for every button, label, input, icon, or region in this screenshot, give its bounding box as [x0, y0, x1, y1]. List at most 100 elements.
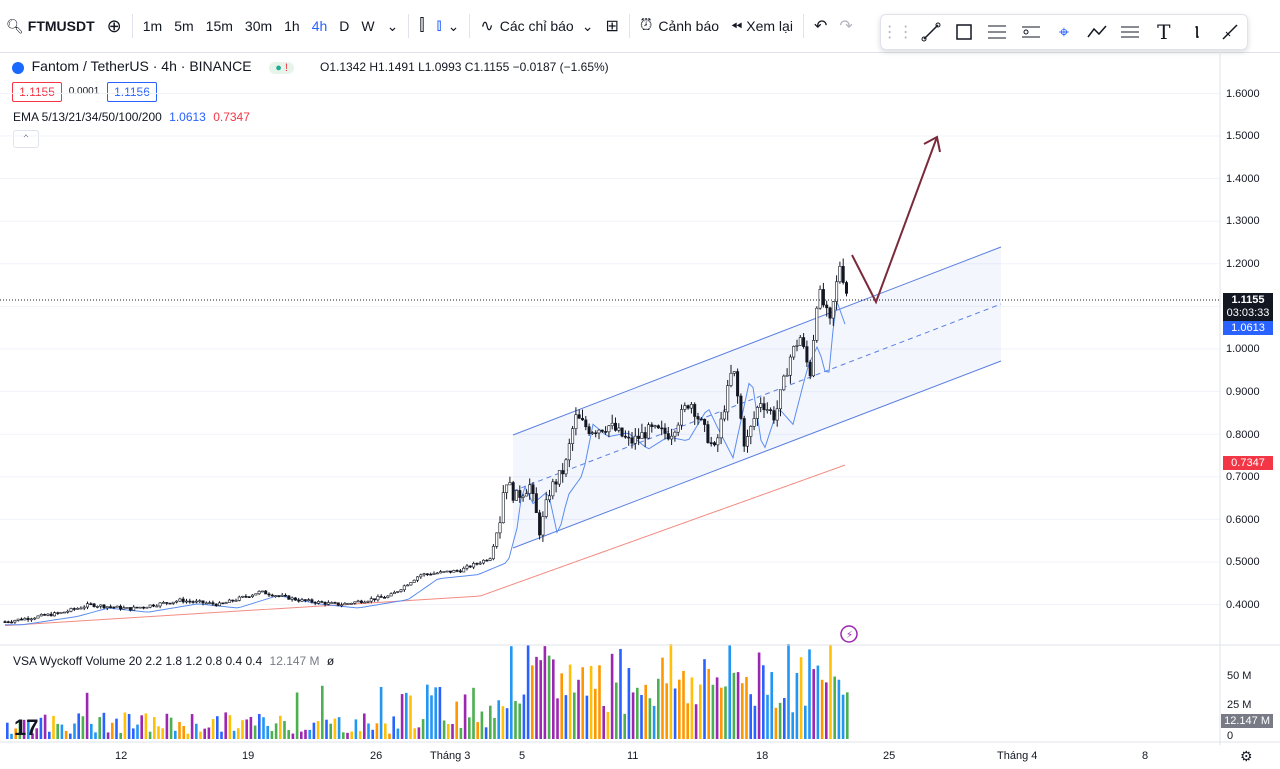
- tf-1m[interactable]: 1m: [142, 18, 163, 34]
- bar-style-button[interactable]: ⫿: [413, 11, 430, 41]
- bid-price[interactable]: 1.1155: [12, 82, 62, 102]
- candle: [241, 595, 245, 598]
- candle: [145, 606, 149, 609]
- candle: [115, 605, 119, 608]
- volume-bar: [426, 684, 429, 739]
- volume-bar: [560, 673, 563, 739]
- compare-button[interactable]: ⊕: [101, 11, 128, 41]
- timeframe-dropdown[interactable]: ⌄: [381, 11, 405, 41]
- symbol-search[interactable]: 🔍︎ FTMUSDT: [0, 11, 101, 41]
- replay-button[interactable]: ⏪︎ Xem lại: [725, 11, 799, 41]
- volume-bar: [543, 646, 547, 739]
- candle: [369, 598, 373, 602]
- candle: [458, 570, 462, 573]
- drag-handle-icon[interactable]: ⋮⋮: [881, 24, 914, 41]
- volume-bar: [736, 672, 740, 739]
- volume-bar: [329, 723, 332, 739]
- tf-5m[interactable]: 5m: [174, 18, 194, 34]
- volume-bar: [400, 694, 404, 739]
- volume-bar: [375, 723, 379, 739]
- volume-bar: [598, 665, 601, 739]
- volume-bar: [417, 727, 421, 739]
- candle: [719, 418, 723, 439]
- volume-bar: [388, 733, 391, 739]
- ema-slow-line[interactable]: [4, 464, 846, 627]
- event-icon[interactable]: [840, 625, 858, 643]
- text-icon[interactable]: T: [1157, 20, 1171, 44]
- volume-bar: [342, 732, 345, 739]
- channel-upper-line[interactable]: [512, 246, 1002, 436]
- collapse-legend-button[interactable]: ⌃: [13, 130, 39, 148]
- text-lines-icon[interactable]: [1117, 19, 1143, 45]
- trend-line-icon[interactable]: [918, 19, 944, 45]
- volume-bar: [169, 717, 173, 739]
- candle: [551, 481, 555, 497]
- candle: [831, 301, 835, 319]
- redo-button[interactable]: ↷: [833, 11, 858, 41]
- alert-button[interactable]: ⏰︎ Cảnh báo: [634, 11, 725, 41]
- volume-bar: [85, 692, 89, 739]
- undo-button[interactable]: ↶: [808, 11, 833, 41]
- tf-15m[interactable]: 15m: [205, 18, 233, 34]
- candle: [211, 602, 215, 605]
- candle: [119, 605, 123, 610]
- candle: [214, 603, 218, 607]
- candle: [442, 571, 446, 573]
- pattern-icon[interactable]: [1084, 19, 1110, 45]
- candle: [402, 585, 406, 591]
- candle: [835, 281, 839, 302]
- last-price-value: 1.1155: [1231, 294, 1265, 306]
- layout-button[interactable]: ⊞: [599, 11, 624, 41]
- grid: [0, 92, 1220, 606]
- fib-retracement-icon[interactable]: [984, 19, 1010, 45]
- anchored-text-icon[interactable]: Ⲓ: [1194, 21, 1200, 43]
- volume-bar: [728, 644, 731, 739]
- tf-30m[interactable]: 30m: [244, 18, 273, 34]
- candle-style-button[interactable]: ⫾ ⌄: [431, 11, 466, 41]
- alarm-icon: ⏰︎: [639, 17, 653, 34]
- volume-bar: [703, 659, 706, 739]
- channel-lower-line[interactable]: [512, 360, 1002, 549]
- candle: [128, 607, 132, 611]
- ema-fast-line[interactable]: [5, 301, 846, 626]
- candle: [432, 573, 436, 575]
- volume-legend[interactable]: VSA Wyckoff Volume 20 2.2 1.8 1.2 0.8 0.…: [13, 654, 334, 668]
- ema-legend[interactable]: EMA 5/13/21/34/50/100/200 1.0613 0.7347: [13, 110, 250, 124]
- candle: [274, 595, 278, 597]
- ask-price[interactable]: 1.1156: [107, 82, 157, 102]
- volume-bar: [539, 660, 542, 739]
- volume-bar: [115, 718, 118, 739]
- volume-bar: [556, 698, 559, 739]
- crosshair-icon[interactable]: ⌖: [1058, 21, 1070, 42]
- candle: [574, 414, 578, 429]
- candle: [785, 374, 789, 377]
- tf-d[interactable]: D: [339, 18, 350, 34]
- volume-bar: [203, 728, 206, 739]
- volume-bar: [526, 644, 530, 739]
- time-tick: 25: [883, 750, 896, 762]
- volume-bar: [825, 682, 828, 739]
- volume-bar: [829, 644, 832, 739]
- candle: [39, 614, 43, 617]
- chart-legend: Fantom / TetherUS · 4h · BINANCE ● !: [12, 58, 294, 74]
- tf-1h[interactable]: 1h: [284, 18, 300, 34]
- candle: [623, 435, 627, 438]
- settings-button[interactable]: ⚙︎: [1240, 748, 1253, 765]
- parallel-channel-icon[interactable]: [1018, 19, 1044, 45]
- candle: [323, 601, 327, 605]
- tf-w[interactable]: W: [361, 18, 375, 34]
- measure-icon[interactable]: [1217, 19, 1243, 45]
- candle: [3, 621, 7, 623]
- tf-4h[interactable]: 4h: [311, 18, 328, 34]
- volume-bar: [35, 728, 38, 739]
- projection-arrow[interactable]: [851, 136, 938, 305]
- candle: [435, 572, 439, 575]
- candle: [208, 602, 212, 604]
- volume-bar: [447, 724, 450, 739]
- indicators-button[interactable]: ∿ Các chỉ báo ⌄: [474, 11, 599, 41]
- price-tick: 1.3000: [1226, 215, 1260, 227]
- rectangle-icon[interactable]: [951, 19, 977, 45]
- volume-bar: [18, 719, 22, 739]
- series-title[interactable]: Fantom / TetherUS · 4h · BINANCE: [31, 58, 252, 74]
